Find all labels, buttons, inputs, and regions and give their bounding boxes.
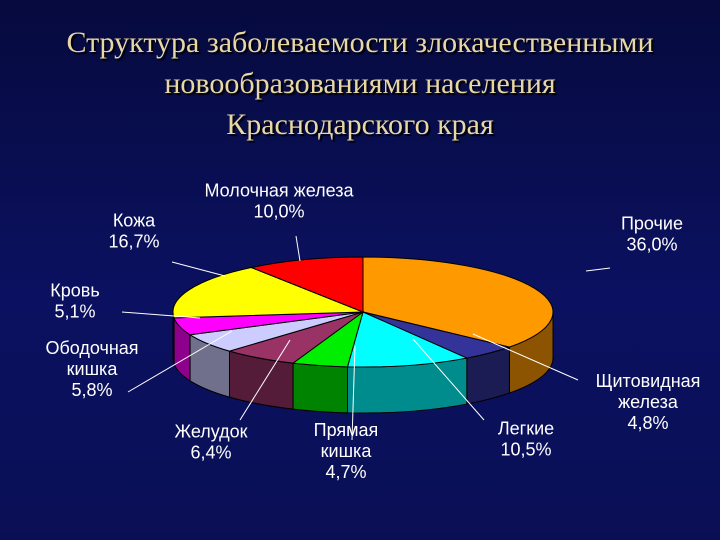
slice-label-2-line-1: 10,5% — [500, 440, 551, 460]
slice-label-7-line-0: Кожа — [113, 211, 156, 231]
slice-label-0-line-1: 36,0% — [626, 235, 677, 255]
leader-line-5 — [127, 330, 233, 393]
slice-label-8-line-0: Молочная железа — [204, 181, 354, 201]
leader-line-2 — [412, 338, 485, 421]
slice-label-8-line-1: 10,0% — [253, 202, 304, 222]
slice-labels: Прочие36,0%Щитовиднаяжелеза4,8%Легкие10,… — [45, 181, 700, 483]
slice-label-4-line-1: 6,4% — [190, 443, 231, 463]
slice-label-6-line-0: Кровь — [50, 281, 99, 301]
leader-line-8 — [295, 235, 301, 262]
chart-title: Структура заболеваемости злокачественным… — [0, 22, 720, 145]
leader-line-3 — [351, 345, 356, 441]
leader-line-1 — [472, 333, 579, 381]
slice-label-4-line-0: Желудок — [174, 422, 247, 442]
title-line-3: Краснодарского края — [226, 108, 494, 141]
slice-label-5-line-0: Ободочная — [45, 338, 138, 358]
slice-label-5-line-1: кишка — [67, 359, 119, 379]
pie-slice-8 — [249, 256, 364, 313]
title-line-1: Структура заболеваемости злокачественным… — [66, 26, 654, 59]
leader-line-6 — [121, 311, 201, 319]
slice-label-2-line-0: Легкие — [498, 419, 554, 439]
pie-tops — [172, 256, 554, 368]
slice-label-3-line-2: 4,7% — [325, 462, 366, 482]
slice-label-1-line-1: железа — [618, 392, 679, 412]
slice-label-5-line-2: 5,8% — [71, 380, 112, 400]
slice-label-6-line-1: 5,1% — [54, 302, 95, 322]
slice-label-7-line-1: 16,7% — [108, 232, 159, 252]
title-line-2: новообразованиями населения — [164, 67, 556, 100]
slice-label-3-line-1: кишка — [321, 441, 373, 461]
pie-slice-7 — [172, 266, 364, 319]
leader-line-0 — [585, 267, 611, 272]
leader-line-4 — [239, 339, 291, 421]
pie-side-3 — [292, 362, 348, 414]
slice-label-3-line-0: Прямая — [314, 420, 379, 440]
slice-label-1-line-2: 4,8% — [627, 413, 668, 433]
pie-sides — [172, 311, 554, 414]
leader-line-7 — [171, 261, 226, 277]
pie-slice-0 — [362, 256, 554, 348]
slice-label-1-line-0: Щитовидная — [596, 371, 701, 391]
pie-slice-2 — [346, 311, 469, 368]
slice-label-0-line-0: Прочие — [621, 214, 683, 234]
